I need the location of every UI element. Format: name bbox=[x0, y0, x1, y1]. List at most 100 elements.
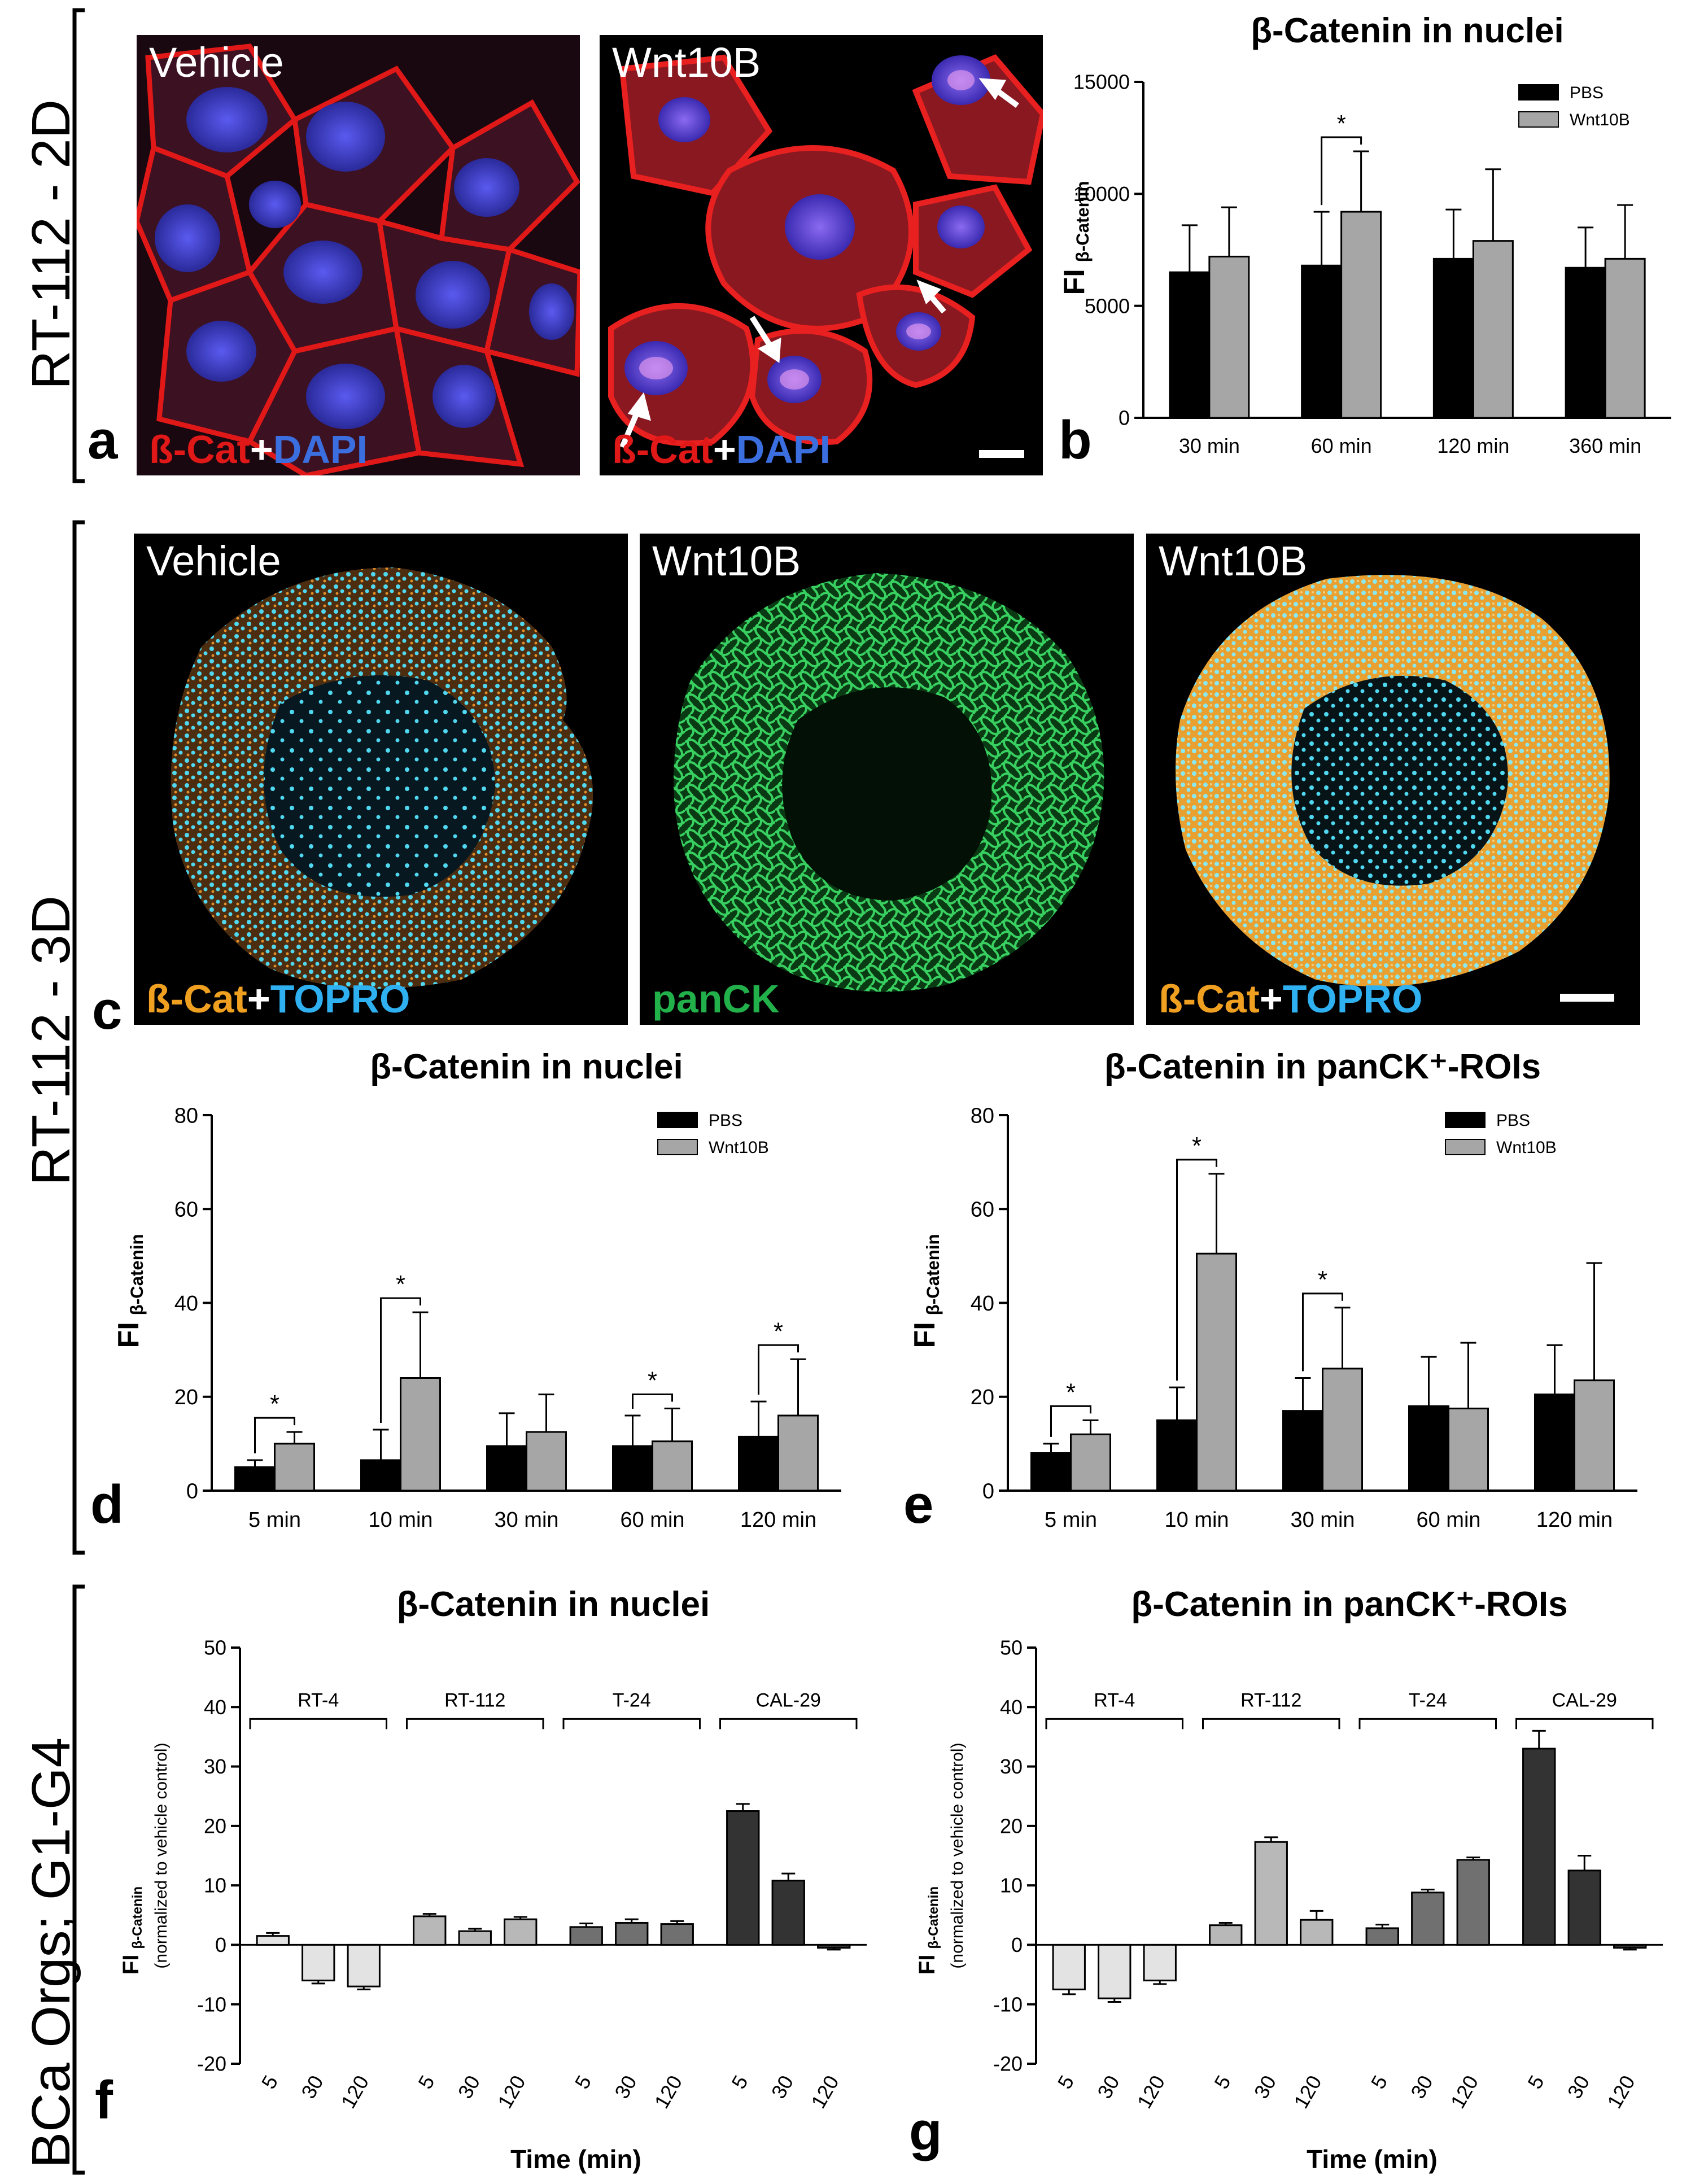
y-tick-label: 20 bbox=[174, 1386, 198, 1409]
legend-swatch-pbs bbox=[657, 1112, 698, 1128]
bar-rt-112-30 bbox=[1254, 1841, 1288, 1946]
y-axis-label: FI β-Catenin bbox=[915, 1886, 941, 1975]
bar-wnt10b-1 bbox=[400, 1377, 441, 1492]
panel-letter-e: e bbox=[903, 1474, 934, 1535]
bar-cal-29-120 bbox=[817, 1943, 851, 1949]
micrograph-panck-3d-image bbox=[640, 534, 1134, 1025]
bar-wnt10b-0 bbox=[1070, 1433, 1111, 1492]
stain-legend: ß-Cat+TOPRO bbox=[1159, 976, 1422, 1021]
y-tick-label: 10000 bbox=[1073, 182, 1130, 206]
bar-wnt10b-1 bbox=[1196, 1252, 1237, 1492]
significance-star: * bbox=[396, 1270, 405, 1298]
x-tick-label: 5 bbox=[1366, 2072, 1392, 2093]
bar-rt-4-30 bbox=[1098, 1943, 1131, 1999]
group-bracket bbox=[249, 1718, 387, 1729]
group-label-rt-112: RT-112 bbox=[444, 1689, 505, 1711]
x-tick-label: 30 min bbox=[494, 1508, 558, 1532]
stain-plus: + bbox=[250, 427, 273, 471]
bar-pbs-4 bbox=[738, 1435, 779, 1492]
scale-bar bbox=[1560, 994, 1614, 1002]
stain-dapi-label: DAPI bbox=[273, 427, 368, 471]
micrograph-vehicle-3d: Vehicle ß-Cat+TOPRO bbox=[134, 534, 628, 1025]
chart-b: β-Catenin in nuclei 0 5000 10000 15000 FI β-Ca… bbox=[1058, 11, 1671, 457]
legend-swatch-wnt10b bbox=[657, 1139, 698, 1155]
y-tick-label: 0 bbox=[982, 1479, 994, 1503]
x-tick-label: 30 bbox=[453, 2072, 485, 2103]
chart-title: β-Catenin in nuclei bbox=[370, 1050, 683, 1086]
x-tick-label: 5 bbox=[1053, 2072, 1079, 2093]
bar-pbs-1 bbox=[1301, 264, 1343, 419]
x-tick-label: 120 bbox=[806, 2072, 844, 2113]
chart-g: β-Catenin in panCK⁺-ROIs -20 -10 0 10 20 30 40 5… bbox=[915, 1585, 1663, 2174]
legend-label-pbs: PBS bbox=[1570, 84, 1604, 102]
legend-swatch-pbs bbox=[1518, 84, 1559, 101]
x-tick-label: 120 bbox=[650, 2072, 687, 2113]
bar-cal-29-5 bbox=[1522, 1748, 1556, 1946]
y-axis-label: FI β-Catenin bbox=[1058, 181, 1093, 295]
y-axis-label: FI β-Catenin bbox=[112, 1234, 147, 1348]
y-axis-label-sub: β-Catenin bbox=[923, 1234, 943, 1315]
group-label-cal-29: CAL-29 bbox=[1552, 1689, 1617, 1711]
legend-swatch-pbs bbox=[1445, 1112, 1486, 1128]
group-label-cal-29: CAL-29 bbox=[756, 1689, 821, 1711]
y-tick-label: 20 bbox=[204, 1814, 226, 1837]
y-tick-label: 40 bbox=[174, 1292, 198, 1316]
group-label-rt-112: RT-112 bbox=[1240, 1689, 1301, 1711]
stain-panck-label: panCK bbox=[652, 977, 780, 1021]
chart-title: β-Catenin in nuclei bbox=[1251, 11, 1564, 50]
y-tick-label: 15000 bbox=[1073, 71, 1130, 94]
y-tick-label: 50 bbox=[204, 1636, 226, 1659]
y-tick-label: 50 bbox=[1000, 1636, 1023, 1659]
y-tick-label: 20 bbox=[971, 1386, 994, 1409]
y-axis-label: FI β-Catenin bbox=[908, 1234, 943, 1348]
y-tick-label: 5000 bbox=[1085, 294, 1130, 317]
y-axis-label-main: FI bbox=[915, 1955, 940, 1975]
stain-legend: ß-Cat+DAPI bbox=[149, 427, 368, 472]
bar-rt-112-120 bbox=[504, 1918, 538, 1946]
micrograph-wnt10b-3d-image bbox=[1146, 534, 1640, 1025]
stain-topro-label: TOPRO bbox=[1282, 977, 1423, 1021]
significance-star: * bbox=[1337, 111, 1346, 137]
x-tick-label: 5 bbox=[1209, 2072, 1235, 2093]
legend-label-pbs: PBS bbox=[1496, 1111, 1530, 1130]
micrograph-vehicle-2d: Vehicle ß-Cat+DAPI bbox=[137, 35, 580, 475]
x-axis-label: Time (min) bbox=[1307, 2144, 1438, 2174]
group-bracket bbox=[1358, 1718, 1497, 1729]
legend-swatch-wnt10b bbox=[1445, 1139, 1486, 1155]
chart-title: β-Catenin in nuclei bbox=[397, 1585, 710, 1624]
y-tick-label: -20 bbox=[993, 2052, 1023, 2076]
y-tick-label: 60 bbox=[174, 1198, 198, 1222]
bar-wnt10b-3 bbox=[1604, 257, 1646, 419]
bar-wnt10b-4 bbox=[777, 1414, 819, 1492]
group-label-t-24: T-24 bbox=[613, 1689, 651, 1711]
bar-pbs-3 bbox=[1408, 1405, 1449, 1492]
panel-letter-f: f bbox=[95, 2070, 113, 2130]
bar-pbs-2 bbox=[1432, 257, 1474, 419]
bar-pbs-1 bbox=[1156, 1419, 1198, 1492]
significance-star: * bbox=[648, 1367, 657, 1395]
stain-bcat-label: ß-Cat bbox=[146, 977, 247, 1021]
x-tick-label: 120 bbox=[1133, 2072, 1170, 2113]
significance-star: * bbox=[1318, 1266, 1327, 1294]
bar-t-24-30 bbox=[1411, 1892, 1445, 1946]
group-bracket bbox=[406, 1718, 544, 1729]
micrograph-vehicle-2d-image bbox=[137, 35, 580, 475]
y-axis-label-sub: β-Catenin bbox=[1073, 181, 1093, 262]
x-tick-label: 5 min bbox=[1045, 1508, 1097, 1532]
chart-e: β-Catenin in panCK⁺-ROIs 0 20 40 60 80 FI β-Cat… bbox=[908, 1050, 1637, 1532]
x-tick-label: 5 bbox=[1523, 2072, 1549, 2093]
panel-letter-c: c bbox=[92, 980, 123, 1041]
x-tick-label: 60 min bbox=[1311, 434, 1372, 457]
side-label-rt112-2d: RT-112 - 2D bbox=[21, 99, 81, 390]
micrograph-title: Wnt10B bbox=[612, 39, 761, 86]
section-brackets bbox=[72, 8, 85, 2175]
bar-t-24-120 bbox=[660, 1923, 694, 1946]
stain-legend: ß-Cat+TOPRO bbox=[146, 976, 410, 1021]
y-tick-label: 30 bbox=[204, 1755, 226, 1778]
scale-bar bbox=[979, 450, 1024, 458]
x-tick-label: 5 bbox=[570, 2072, 596, 2093]
x-tick-label: 30 min bbox=[1179, 434, 1240, 457]
micrograph-wnt10b-3d: Wnt10B ß-Cat+TOPRO bbox=[1146, 534, 1640, 1025]
y-axis-label-main: FI bbox=[112, 1322, 145, 1348]
group-bracket bbox=[1045, 1718, 1183, 1729]
